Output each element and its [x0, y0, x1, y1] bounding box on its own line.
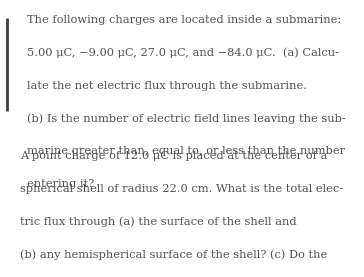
Text: 5.00 μC, −9.00 μC, 27.0 μC, and −84.0 μC.  (a) Calcu-: 5.00 μC, −9.00 μC, 27.0 μC, and −84.0 μC…	[27, 48, 339, 58]
Text: (b) Is the number of electric field lines leaving the sub-: (b) Is the number of electric field line…	[27, 113, 346, 124]
Text: A point charge of 12.0 μC is placed at the center of a: A point charge of 12.0 μC is placed at t…	[20, 151, 327, 161]
Text: tric flux through (a) the surface of the shell and: tric flux through (a) the surface of the…	[20, 216, 297, 227]
Text: The following charges are located inside a submarine:: The following charges are located inside…	[27, 15, 341, 25]
Text: late the net electric flux through the submarine.: late the net electric flux through the s…	[27, 81, 307, 91]
Text: marine greater than, equal to, or less than the number: marine greater than, equal to, or less t…	[27, 146, 345, 156]
Text: (b) any hemispherical surface of the shell? (c) Do the: (b) any hemispherical surface of the she…	[20, 249, 327, 260]
Text: entering it?: entering it?	[27, 179, 95, 189]
Text: spherical shell of radius 22.0 cm. What is the total elec-: spherical shell of radius 22.0 cm. What …	[20, 184, 343, 194]
